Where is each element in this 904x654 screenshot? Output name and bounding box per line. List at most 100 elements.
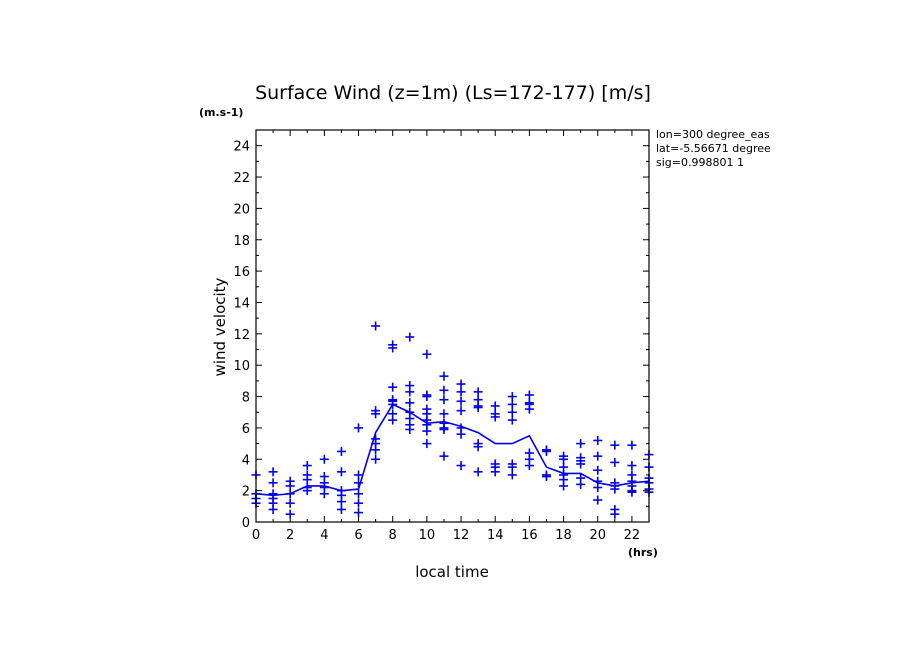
- sample-point-marker: [336, 497, 346, 507]
- sample-point-marker: [422, 439, 432, 449]
- sample-point-marker: [354, 489, 364, 499]
- sample-point-marker: [354, 498, 364, 508]
- sample-point-marker: [456, 396, 466, 406]
- x-tick-label: 2: [286, 528, 294, 543]
- sample-point-marker: [268, 467, 278, 477]
- sample-point-marker: [422, 392, 432, 402]
- y-tick-label: 12: [233, 328, 250, 343]
- sample-point-marker: [473, 467, 483, 477]
- sample-point-marker: [593, 483, 603, 493]
- sample-point-marker: [507, 392, 517, 402]
- y-tick-label: 20: [233, 202, 250, 217]
- x-tick-label: 6: [354, 528, 362, 543]
- sample-point-marker: [405, 387, 415, 397]
- sample-point-marker: [388, 382, 398, 392]
- y-tick-label: 2: [242, 485, 250, 500]
- sample-point-marker: [576, 439, 586, 449]
- x-tick-label: 16: [521, 528, 538, 543]
- x-tick-label: 8: [389, 528, 397, 543]
- sample-point-marker: [336, 467, 346, 477]
- sample-point-marker: [627, 461, 637, 471]
- y-tick-label: 22: [233, 171, 250, 186]
- sample-point-marker: [285, 489, 295, 499]
- sample-point-marker: [405, 332, 415, 342]
- sample-point-marker: [559, 454, 569, 464]
- sample-point-marker: [456, 379, 466, 389]
- x-tick-label: 18: [555, 528, 572, 543]
- x-tick-label: 0: [252, 528, 260, 543]
- sample-point-marker: [371, 445, 381, 455]
- sample-point-marker: [405, 398, 415, 408]
- sample-point-marker: [507, 399, 517, 409]
- sample-point-marker: [593, 435, 603, 445]
- sample-point-marker: [593, 465, 603, 475]
- y-axis-label: wind velocity: [211, 277, 229, 376]
- sample-point-marker: [473, 442, 483, 452]
- y-tick-label: 18: [233, 234, 250, 249]
- sample-point-marker: [439, 395, 449, 405]
- sample-point-marker: [456, 429, 466, 439]
- x-tick-label: 20: [589, 528, 606, 543]
- sample-point-marker: [302, 486, 312, 496]
- sample-point-marker: [268, 478, 278, 488]
- sample-point-marker: [439, 385, 449, 395]
- y-tick-label: 4: [242, 453, 250, 468]
- y-tick-label: 16: [233, 265, 250, 280]
- sample-point-marker: [456, 387, 466, 397]
- sample-point-marker: [524, 461, 534, 471]
- sample-point-marker: [456, 461, 466, 471]
- sample-point-marker: [354, 478, 364, 488]
- sample-point-marker: [285, 481, 295, 491]
- sample-point-marker: [456, 406, 466, 416]
- sample-point-marker: [541, 472, 551, 482]
- sample-point-marker: [422, 426, 432, 436]
- x-tick-label: 4: [320, 528, 328, 543]
- y-tick-label: 6: [242, 422, 250, 437]
- sample-point-marker: [439, 409, 449, 419]
- sample-point-marker: [507, 470, 517, 480]
- sample-point-marker: [507, 407, 517, 417]
- sample-point-marker: [610, 509, 620, 519]
- sample-point-marker: [388, 415, 398, 425]
- sample-point-marker: [559, 462, 569, 472]
- sample-point-marker: [354, 508, 364, 518]
- sample-point-marker: [319, 489, 329, 499]
- sample-point-marker: [593, 451, 603, 461]
- sample-point-marker: [490, 467, 500, 477]
- sample-point-marker: [610, 457, 620, 467]
- x-axis-label: local time: [415, 563, 489, 581]
- sample-point-marker: [627, 487, 637, 497]
- sample-point-marker: [490, 412, 500, 422]
- chart-title: Surface Wind (z=1m) (Ls=172-177) [m/s]: [255, 82, 651, 104]
- y-tick-label: 8: [242, 391, 250, 406]
- sample-point-marker: [354, 423, 364, 433]
- sample-point-marker: [576, 479, 586, 489]
- sample-point-marker: [371, 321, 381, 331]
- info-line-sig: sig=0.998801 1: [656, 156, 744, 169]
- sample-point-marker: [559, 481, 569, 491]
- sample-point-marker: [593, 495, 603, 505]
- sample-point-marker: [285, 498, 295, 508]
- sample-point-marker: [610, 484, 620, 494]
- x-tick-label: 14: [487, 528, 504, 543]
- sample-point-marker: [302, 461, 312, 471]
- y-tick-label: 10: [233, 359, 250, 374]
- sample-point-marker: [371, 409, 381, 419]
- x-unit-label: (hrs): [628, 546, 658, 559]
- sample-point-marker: [336, 504, 346, 514]
- x-tick-label: 12: [453, 528, 470, 543]
- info-line-lat: lat=-5.56671 degree: [656, 142, 771, 155]
- sample-point-marker: [576, 459, 586, 469]
- sample-point-marker: [524, 390, 534, 400]
- plot-frame: [255, 129, 650, 523]
- mean-wind-line: [255, 403, 650, 497]
- sample-point-marker: [473, 387, 483, 397]
- sample-point-marker: [490, 401, 500, 411]
- sample-point-marker: [507, 415, 517, 425]
- sample-point-marker: [439, 451, 449, 461]
- sample-point-marker: [405, 424, 415, 434]
- x-tick-label: 22: [624, 528, 641, 543]
- y-unit-label: (m.s-1): [199, 106, 243, 119]
